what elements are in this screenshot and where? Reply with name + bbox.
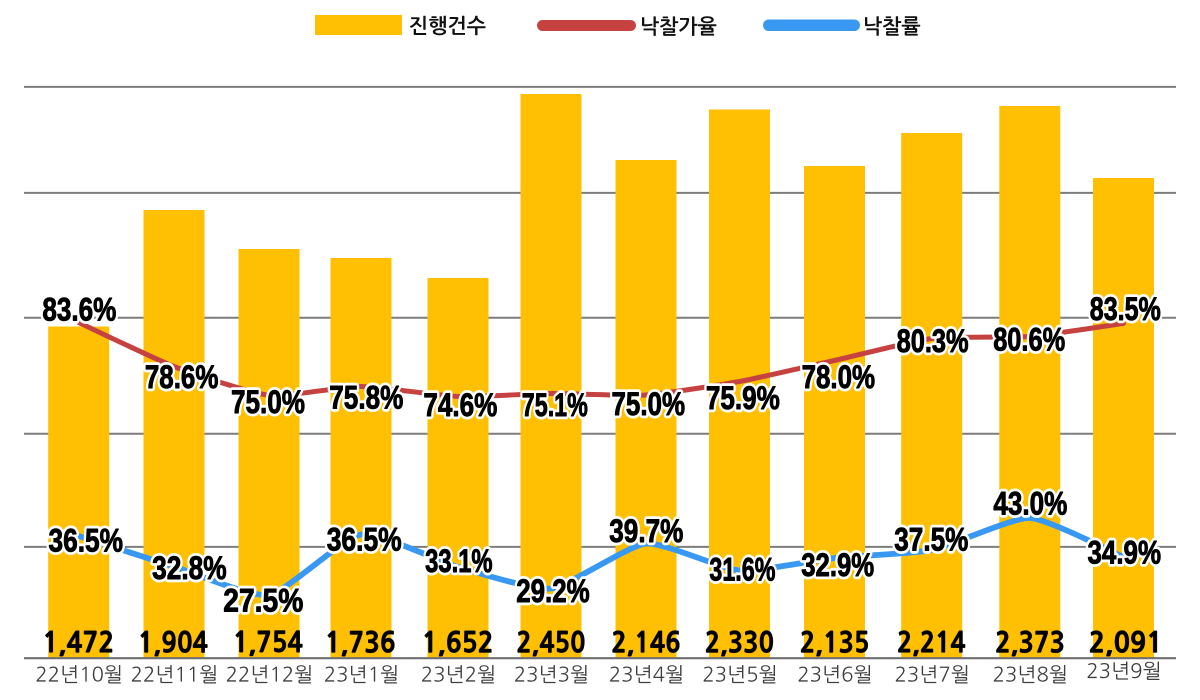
svg-text:75.0%: 75.0% xyxy=(612,386,686,422)
svg-text:75.0%: 75.0% xyxy=(231,384,305,420)
svg-text:36.5%: 36.5% xyxy=(49,523,124,559)
svg-text:32.8%: 32.8% xyxy=(152,550,227,586)
svg-text:31.6%: 31.6% xyxy=(709,552,775,588)
svg-text:39.7%: 39.7% xyxy=(609,513,683,549)
svg-text:27.5%: 27.5% xyxy=(223,583,303,619)
svg-text:32.9%: 32.9% xyxy=(801,547,874,583)
svg-text:36.5%: 36.5% xyxy=(49,523,124,559)
svg-text:29.2%: 29.2% xyxy=(516,573,590,609)
svg-text:36.5%: 36.5% xyxy=(327,522,402,558)
svg-text:31.6%: 31.6% xyxy=(709,552,775,588)
svg-text:80.6%: 80.6% xyxy=(993,322,1065,358)
svg-text:75.9%: 75.9% xyxy=(706,380,780,416)
svg-text:39.7%: 39.7% xyxy=(609,513,683,549)
svg-text:32.9%: 32.9% xyxy=(801,547,874,583)
svg-text:27.5%: 27.5% xyxy=(223,583,303,619)
svg-text:83.6%: 83.6% xyxy=(42,292,116,328)
svg-text:78.0%: 78.0% xyxy=(802,359,876,395)
svg-text:33.1%: 33.1% xyxy=(425,543,493,579)
svg-text:74.6%: 74.6% xyxy=(423,387,497,423)
svg-text:37.5%: 37.5% xyxy=(894,522,968,558)
svg-text:80.3%: 80.3% xyxy=(897,323,969,359)
svg-text:78.6%: 78.6% xyxy=(145,359,219,395)
svg-text:75.0%: 75.0% xyxy=(231,384,305,420)
svg-text:75.0%: 75.0% xyxy=(612,386,686,422)
svg-text:37.5%: 37.5% xyxy=(894,522,968,558)
svg-text:43.0%: 43.0% xyxy=(993,486,1067,522)
svg-text:75.1%: 75.1% xyxy=(522,387,588,423)
svg-text:78.0%: 78.0% xyxy=(802,359,876,395)
svg-text:80.3%: 80.3% xyxy=(897,323,969,359)
svg-text:33.1%: 33.1% xyxy=(425,543,493,579)
svg-text:32.8%: 32.8% xyxy=(152,550,227,586)
svg-text:43.0%: 43.0% xyxy=(993,486,1067,522)
svg-text:75.1%: 75.1% xyxy=(522,387,588,423)
svg-text:74.6%: 74.6% xyxy=(423,387,497,423)
svg-text:75.9%: 75.9% xyxy=(706,380,780,416)
svg-text:80.6%: 80.6% xyxy=(993,322,1065,358)
svg-text:83.6%: 83.6% xyxy=(42,292,116,328)
svg-text:34.9%: 34.9% xyxy=(1088,535,1162,571)
svg-text:75.8%: 75.8% xyxy=(329,380,403,416)
svg-text:29.2%: 29.2% xyxy=(516,573,590,609)
svg-text:83.5%: 83.5% xyxy=(1090,291,1161,327)
svg-text:34.9%: 34.9% xyxy=(1088,535,1162,571)
svg-text:83.5%: 83.5% xyxy=(1090,291,1161,327)
svg-text:75.8%: 75.8% xyxy=(329,380,403,416)
svg-text:36.5%: 36.5% xyxy=(327,522,402,558)
svg-text:78.6%: 78.6% xyxy=(145,359,219,395)
